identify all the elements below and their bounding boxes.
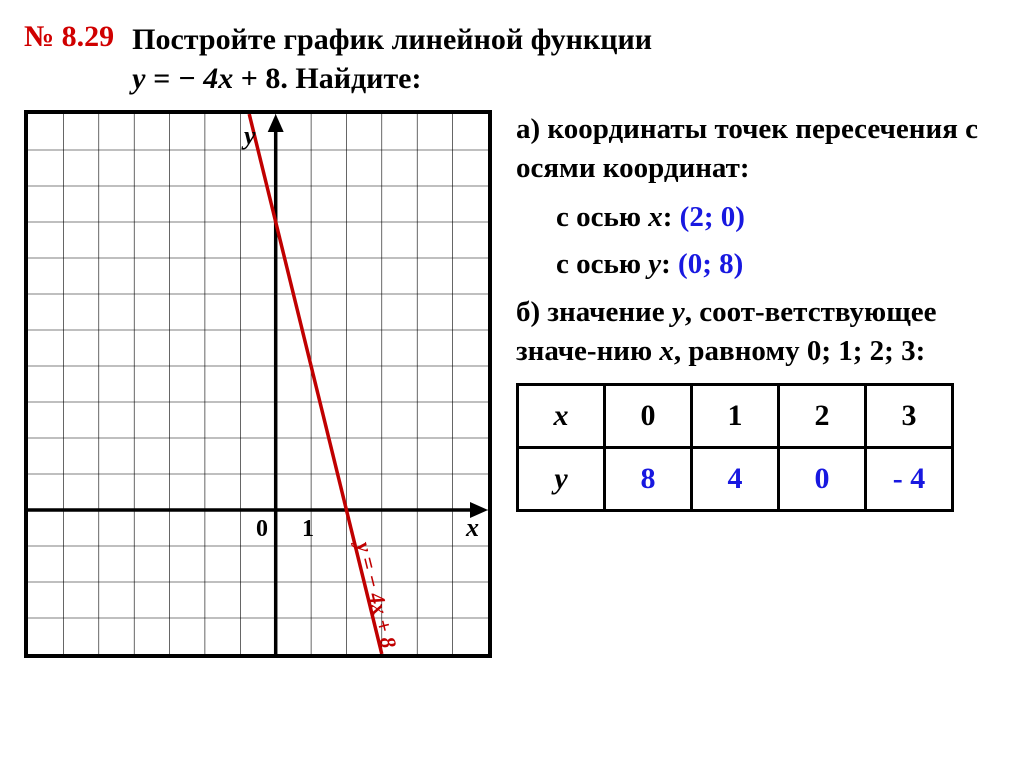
grid: [28, 114, 488, 654]
part-b: б) значение y, соот-ветствующее значе-ни…: [516, 293, 1000, 371]
formula-mid: = − 4: [145, 62, 218, 95]
right-column: а) координаты точек пересечения с осями …: [516, 110, 1000, 658]
problem-header: № 8.29 Постройте график линейной функции…: [24, 20, 1000, 98]
function-label: y = − 4x + 8: [350, 536, 401, 650]
x-val-0: 0: [605, 384, 692, 447]
value-table: x 0 1 2 3 y 8 4 0 - 4: [516, 383, 954, 512]
x-intersect-pre: с осью: [556, 201, 648, 233]
x-val-1: 1: [692, 384, 779, 447]
x-val-3: 3: [866, 384, 953, 447]
y-row-label: y: [518, 447, 605, 510]
part-b-3: , равному 0; 1; 2; 3:: [674, 335, 925, 367]
x-axis-label: x: [465, 513, 479, 542]
y-val-2: 0: [779, 447, 866, 510]
x-intersect-post: :: [663, 201, 680, 233]
y-axis-label: y: [241, 121, 256, 150]
formula-rest: + 8. Найдите:: [241, 62, 422, 95]
x-intersect-var: x: [648, 201, 663, 233]
y-intersect-var: y: [648, 248, 661, 280]
part-b-y: y: [672, 296, 685, 328]
table-row: x 0 1 2 3: [518, 384, 953, 447]
main-row: y x 0 1 y = − 4x + 8 а) координаты точек…: [24, 110, 1000, 658]
y-intersect-pre: с осью: [556, 248, 648, 280]
y-intersect-val: (0; 8): [678, 248, 743, 280]
part-a: а) координаты точек пересечения с осями …: [516, 110, 1000, 188]
part-b-1: б) значение: [516, 296, 672, 328]
formula-x: x: [218, 62, 233, 95]
x-row-label: x: [518, 384, 605, 447]
problem-number: № 8.29: [24, 20, 114, 54]
x-intersect-val: (2; 0): [680, 201, 745, 233]
y-val-1: 4: [692, 447, 779, 510]
x-intersect: с осью x: (2; 0): [556, 198, 1000, 237]
origin-label: 0: [256, 516, 268, 542]
x-val-2: 2: [779, 384, 866, 447]
problem-line1: Постройте график линейной функции: [132, 23, 652, 56]
table-row: y 8 4 0 - 4: [518, 447, 953, 510]
graph: y x 0 1 y = − 4x + 8: [24, 110, 492, 658]
y-axis-arrow: [268, 114, 284, 132]
tick-1: 1: [302, 516, 314, 542]
part-b-x: x: [659, 335, 674, 367]
y-val-0: 8: [605, 447, 692, 510]
graph-svg: y x 0 1 y = − 4x + 8: [28, 114, 488, 654]
problem-text: Постройте график линейной функции y = − …: [132, 20, 652, 98]
y-val-3: - 4: [866, 447, 953, 510]
y-intersect-post: :: [661, 248, 678, 280]
formula-y: y: [132, 62, 145, 95]
y-intersect: с осью y: (0; 8): [556, 245, 1000, 284]
